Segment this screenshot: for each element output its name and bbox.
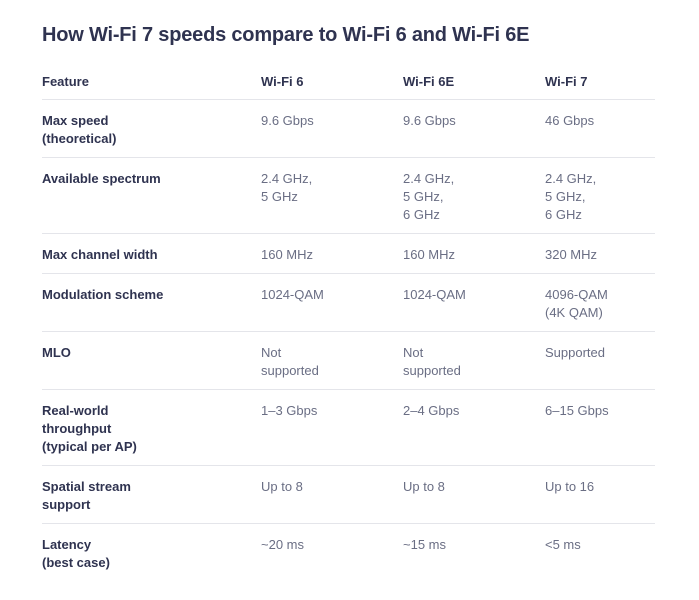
feature-label: Max speed (theoretical) bbox=[42, 113, 117, 146]
table-row-channel-width: Max channel width 160 MHz 160 MHz 320 MH… bbox=[42, 233, 655, 274]
wifi-6-cell: 1024-QAM bbox=[261, 273, 403, 332]
feature-cell: Real-world throughput (typical per AP) bbox=[42, 389, 261, 466]
table-row-max-speed: Max speed (theoretical) 9.6 Gbps 9.6 Gbp… bbox=[42, 99, 655, 158]
wifi-6e-cell: 9.6 Gbps bbox=[403, 99, 545, 158]
wifi-7-cell: <5 ms bbox=[545, 524, 655, 582]
wifi-6-value: 160 MHz bbox=[261, 247, 314, 262]
table-header-row: Feature Wi-Fi 6 Wi-Fi 6E Wi-Fi 7 bbox=[42, 72, 655, 100]
feature-cell: Modulation scheme bbox=[42, 273, 261, 332]
comparison-table: Feature Wi-Fi 6 Wi-Fi 6E Wi-Fi 7 Max spe… bbox=[42, 72, 655, 581]
wifi-7-cell: 2.4 GHz, 5 GHz, 6 GHz bbox=[545, 157, 655, 234]
wifi-7-cell: 6–15 Gbps bbox=[545, 389, 655, 466]
feature-label: Spatial stream support bbox=[42, 479, 131, 512]
header-wifi-7: Wi-Fi 7 bbox=[545, 72, 655, 100]
wifi-6-cell: Up to 8 bbox=[261, 465, 403, 524]
feature-label: Real-world throughput (typical per AP) bbox=[42, 403, 137, 454]
feature-cell: Spatial stream support bbox=[42, 465, 261, 524]
table-row-modulation: Modulation scheme 1024-QAM 1024-QAM 4096… bbox=[42, 273, 655, 332]
wifi-6-value: 2.4 GHz, 5 GHz bbox=[261, 171, 313, 204]
feature-cell: MLO bbox=[42, 331, 261, 390]
wifi-7-value: Up to 16 bbox=[545, 479, 595, 494]
wifi-7-value: 4096-QAM (4K QAM) bbox=[545, 287, 608, 320]
wifi-6e-cell: 1024-QAM bbox=[403, 273, 545, 332]
wifi-7-value: 2.4 GHz, 5 GHz, 6 GHz bbox=[545, 171, 597, 222]
wifi-7-cell: 320 MHz bbox=[545, 233, 655, 274]
wifi-6-value: Not supported bbox=[261, 345, 319, 378]
wifi-6e-cell: 2.4 GHz, 5 GHz, 6 GHz bbox=[403, 157, 545, 234]
wifi-6-value: Up to 8 bbox=[261, 479, 303, 494]
wifi-6-cell: 9.6 Gbps bbox=[261, 99, 403, 158]
feature-label: Latency (best case) bbox=[42, 537, 110, 570]
wifi-6-value: 1–3 Gbps bbox=[261, 403, 318, 418]
table-row-mlo: MLO Not supported Not supported Supporte… bbox=[42, 331, 655, 390]
wifi-7-cell: Supported bbox=[545, 331, 655, 390]
table-row-latency: Latency (best case) ~20 ms ~15 ms <5 ms bbox=[42, 524, 655, 582]
wifi-7-value: <5 ms bbox=[545, 537, 581, 552]
wifi-6-cell: 2.4 GHz, 5 GHz bbox=[261, 157, 403, 234]
wifi-6-cell: Not supported bbox=[261, 331, 403, 390]
feature-cell: Max channel width bbox=[42, 233, 261, 274]
wifi-6e-value: 2–4 Gbps bbox=[403, 403, 460, 418]
table-row-throughput: Real-world throughput (typical per AP) 1… bbox=[42, 389, 655, 466]
header-wifi-6: Wi-Fi 6 bbox=[261, 72, 403, 100]
wifi-7-value: 320 MHz bbox=[545, 247, 598, 262]
wifi-6e-cell: 160 MHz bbox=[403, 233, 545, 274]
wifi-6e-value: 160 MHz bbox=[403, 247, 456, 262]
wifi-7-cell: 4096-QAM (4K QAM) bbox=[545, 273, 655, 332]
feature-cell: Latency (best case) bbox=[42, 524, 261, 582]
wifi-6e-cell: ~15 ms bbox=[403, 524, 545, 582]
feature-label: MLO bbox=[42, 345, 71, 360]
wifi-6e-cell: Not supported bbox=[403, 331, 545, 390]
wifi-6-value: ~20 ms bbox=[261, 537, 304, 552]
header-wifi-6e: Wi-Fi 6E bbox=[403, 72, 545, 100]
wifi-7-value: 6–15 Gbps bbox=[545, 403, 609, 418]
page-title: How Wi-Fi 7 speeds compare to Wi-Fi 6 an… bbox=[42, 24, 530, 46]
wifi-6e-cell: Up to 8 bbox=[403, 465, 545, 524]
wifi-6-cell: 160 MHz bbox=[261, 233, 403, 274]
wifi-6e-value: 9.6 Gbps bbox=[403, 113, 456, 128]
wifi-6e-value: 2.4 GHz, 5 GHz, 6 GHz bbox=[403, 171, 455, 222]
wifi-7-value: 46 Gbps bbox=[545, 113, 595, 128]
wifi-6e-cell: 2–4 Gbps bbox=[403, 389, 545, 466]
header-feature: Feature bbox=[42, 72, 261, 100]
wifi-7-cell: 46 Gbps bbox=[545, 99, 655, 158]
wifi-6e-value: Up to 8 bbox=[403, 479, 445, 494]
feature-label: Modulation scheme bbox=[42, 287, 164, 302]
wifi-6-value: 9.6 Gbps bbox=[261, 113, 314, 128]
wifi-6e-value: 1024-QAM bbox=[403, 287, 466, 302]
table-row-spectrum: Available spectrum 2.4 GHz, 5 GHz 2.4 GH… bbox=[42, 157, 655, 234]
wifi-7-cell: Up to 16 bbox=[545, 465, 655, 524]
wifi-6e-value: ~15 ms bbox=[403, 537, 446, 552]
wifi-6-cell: 1–3 Gbps bbox=[261, 389, 403, 466]
wifi-6-cell: ~20 ms bbox=[261, 524, 403, 582]
feature-cell: Available spectrum bbox=[42, 157, 261, 234]
wifi-6-value: 1024-QAM bbox=[261, 287, 324, 302]
feature-label: Available spectrum bbox=[42, 171, 161, 186]
feature-label: Max channel width bbox=[42, 247, 158, 262]
wifi-7-value: Supported bbox=[545, 345, 605, 360]
table-row-spatial-streams: Spatial stream support Up to 8 Up to 8 U… bbox=[42, 465, 655, 524]
feature-cell: Max speed (theoretical) bbox=[42, 99, 261, 158]
wifi-6e-value: Not supported bbox=[403, 345, 461, 378]
